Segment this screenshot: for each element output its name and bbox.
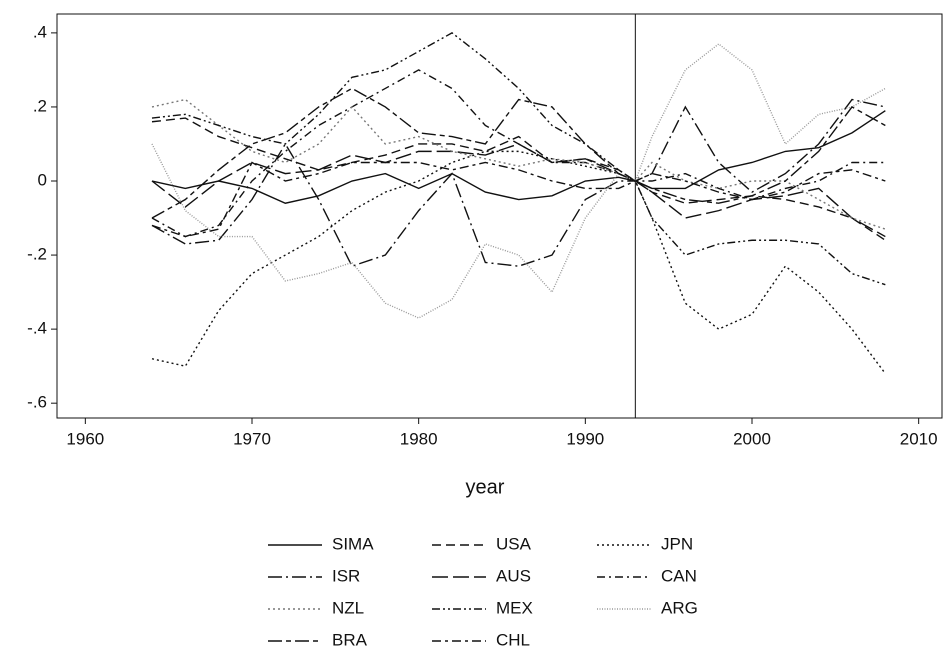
legend-label: NZL (332, 598, 364, 617)
legend-label: CHL (496, 630, 530, 649)
x-tick-label: 1960 (66, 429, 104, 448)
legend-label: ISR (332, 566, 360, 585)
legend-label: ARG (661, 598, 698, 617)
series-line (151, 69, 886, 238)
y-tick-label: -.4 (27, 319, 47, 338)
series-line (151, 87, 886, 219)
series-line (151, 32, 886, 286)
legend-label: MEX (496, 598, 533, 617)
series-line (151, 150, 886, 374)
series-line (151, 117, 886, 241)
y-tick-label: -.6 (27, 393, 47, 412)
legend-label: USA (496, 534, 532, 553)
x-tick-label: 2010 (900, 429, 938, 448)
y-tick-label: 0 (38, 170, 47, 189)
x-tick-label: 1970 (233, 429, 271, 448)
y-tick-label: .4 (33, 22, 47, 41)
x-tick-label: 1990 (566, 429, 604, 448)
legend-label: SIMA (332, 534, 374, 553)
legend-label: BRA (332, 630, 368, 649)
series-line (151, 98, 886, 268)
series-line (151, 110, 886, 204)
plot-frame (56, 13, 943, 419)
legend-label: JPN (661, 534, 693, 553)
series-line (151, 98, 886, 230)
series-line (151, 143, 886, 238)
x-tick-label: 1980 (400, 429, 438, 448)
x-axis-label: year (466, 476, 505, 498)
y-tick-label: .2 (33, 96, 47, 115)
series-line (151, 161, 886, 238)
y-tick-label: -.2 (27, 245, 47, 264)
legend-label: AUS (496, 566, 531, 585)
x-tick-label: 2000 (733, 429, 771, 448)
legend-label: CAN (661, 566, 697, 585)
